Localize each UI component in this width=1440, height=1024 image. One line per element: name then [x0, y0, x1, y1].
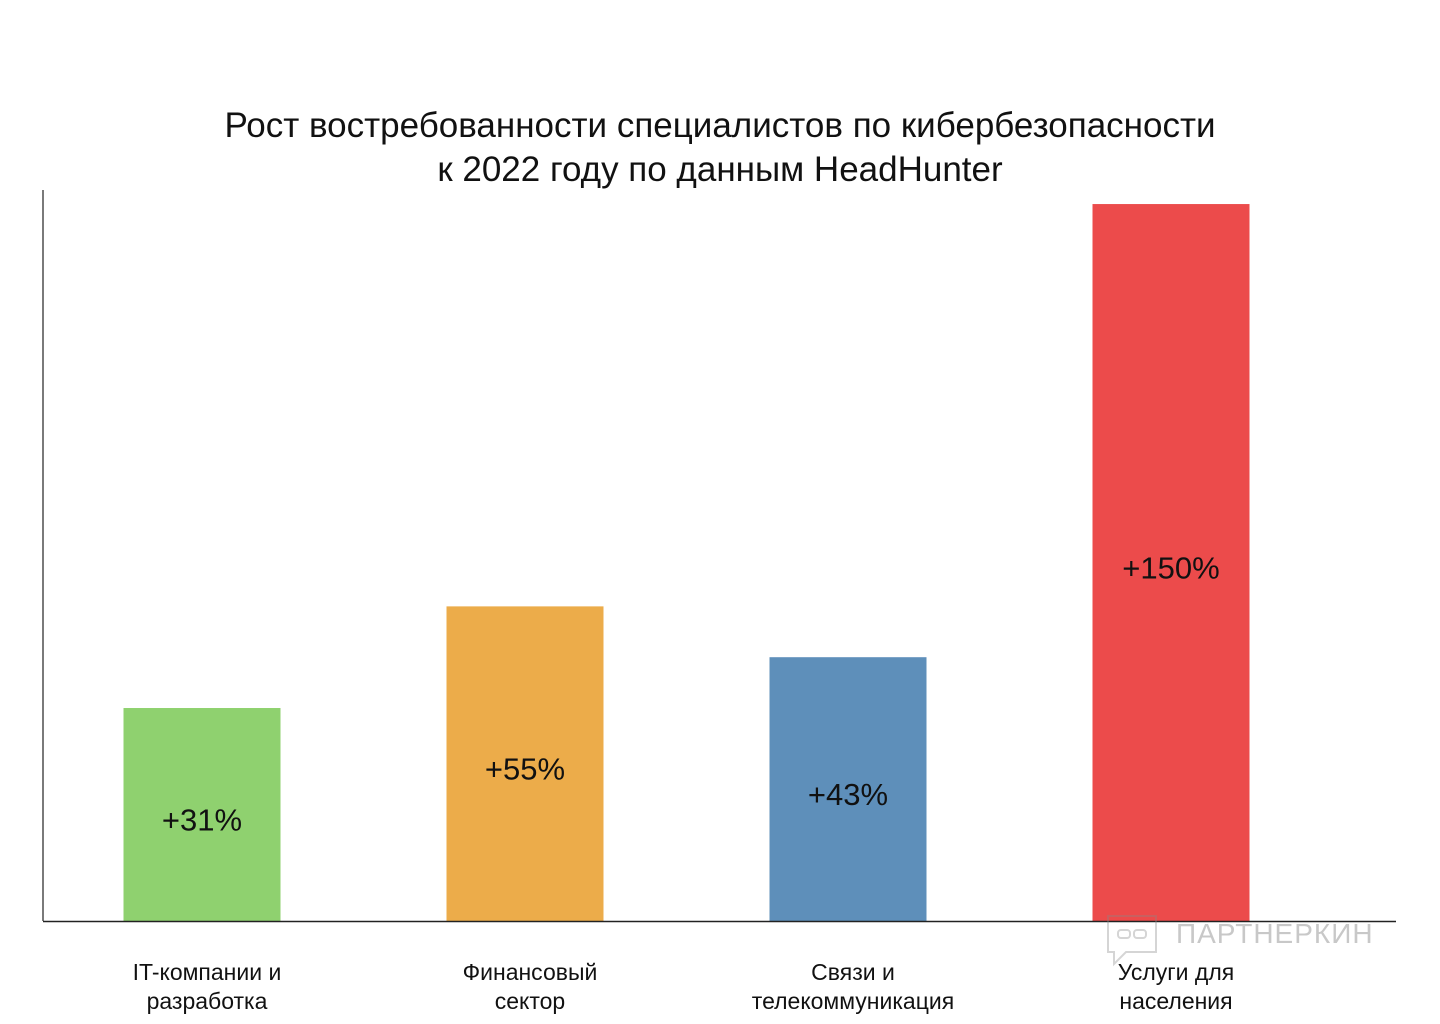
- chart-title-line-2: к 2022 году по данным HeadHunter: [437, 150, 1003, 189]
- x-tick-label-2: Финансовый сектор: [380, 958, 680, 1016]
- watermark-logo-icon: [1104, 912, 1162, 973]
- x-tick-label-line: сектор: [494, 988, 566, 1014]
- bar-3: [769, 657, 927, 921]
- watermark-text: ПАРТНЕРКИН: [1176, 918, 1374, 949]
- data-label-3: +43%: [808, 777, 888, 812]
- x-tick-label-line: IT-компании и: [132, 959, 282, 985]
- x-tick-label-1: IT-компании и разработка: [57, 958, 357, 1016]
- bar-2: [446, 606, 604, 921]
- data-label-1: +31%: [162, 803, 242, 838]
- chart-title: Рост востребованности специалистов по ки…: [0, 104, 1440, 192]
- data-label-4: +150%: [1122, 551, 1219, 586]
- bar-4: [1092, 204, 1250, 922]
- x-tick-label-line: телекоммуникация: [751, 988, 955, 1014]
- x-tick-label-line: Финансовый: [462, 959, 598, 985]
- x-tick-label-line: разработка: [146, 988, 268, 1014]
- x-tick-label-line: Связи и: [811, 959, 895, 985]
- x-tick-label-4: Услуги для населения: [1026, 958, 1326, 1016]
- x-tick-label-line: Услуги для: [1117, 959, 1235, 985]
- data-label-2: +55%: [485, 752, 565, 787]
- bar-1: [123, 708, 281, 921]
- chart-title-line-1: Рост востребованности специалистов по ки…: [224, 106, 1216, 145]
- x-tick-label-3: Связи и телекоммуникация: [703, 958, 1003, 1016]
- x-tick-label-line: населения: [1119, 988, 1233, 1014]
